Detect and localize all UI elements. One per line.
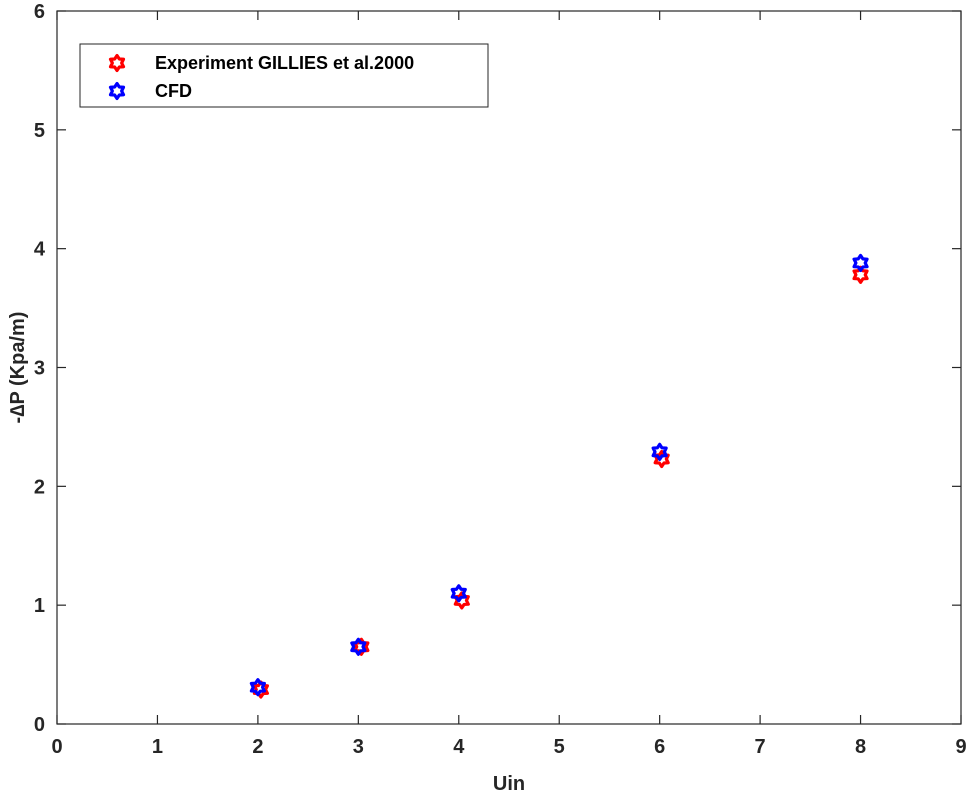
axes-box [56, 10, 962, 725]
y-tick-label: 2 [34, 476, 45, 498]
x-tick-label: 1 [152, 736, 163, 758]
x-tick-label: 0 [51, 736, 62, 758]
legend-marker-symbol [108, 81, 126, 101]
data-marks [249, 253, 869, 699]
y-tick-label: 1 [34, 595, 45, 617]
legend-label-experiment: Experiment GILLIES et al.2000 [155, 53, 414, 73]
axis-ticks: 0 1 2 3 4 5 6 7 8 9 0 1 2 3 4 5 6 [34, 1, 967, 758]
data-point [651, 442, 668, 461]
legend-marker-experiment [108, 53, 126, 73]
legend-box [79, 43, 489, 108]
data-point [252, 680, 269, 699]
legend-marker-symbol [108, 53, 126, 73]
legend: Experiment GILLIES et al.2000 CFD [79, 43, 489, 108]
x-tick-label: 3 [353, 736, 364, 758]
y-tick-label: 5 [34, 120, 45, 142]
data-point [350, 637, 367, 656]
data-point [852, 265, 869, 284]
x-tick-label: 5 [554, 736, 565, 758]
y-tick-label: 6 [34, 1, 45, 23]
y-tick-label: 4 [34, 239, 46, 261]
y-tick-label: 0 [34, 714, 45, 736]
legend-marker-cfd [108, 81, 126, 101]
data-point [249, 678, 266, 697]
x-tick-label: 6 [654, 736, 665, 758]
x-tick-label: 8 [855, 736, 866, 758]
x-tick-label: 9 [955, 736, 966, 758]
y-axis-label: -∆P (Kpa/m) [7, 312, 29, 424]
x-tick-label: 2 [252, 736, 263, 758]
legend-label-cfd: CFD [155, 81, 192, 101]
x-axis-label: Uin [493, 773, 525, 794]
x-tick-label: 7 [755, 736, 766, 758]
data-point [450, 584, 467, 603]
data-point [852, 253, 869, 273]
x-tick-label: 4 [453, 736, 465, 758]
y-tick-label: 3 [34, 358, 45, 380]
